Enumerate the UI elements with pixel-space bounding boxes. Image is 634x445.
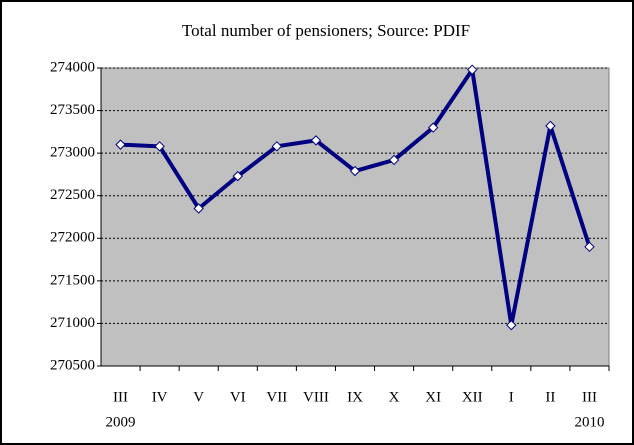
x-tick-label: XII — [462, 389, 483, 405]
y-tick-label: 271000 — [50, 315, 95, 331]
x-tick-label: V — [193, 389, 204, 405]
x-tick-label: XI — [425, 389, 441, 405]
data-point — [388, 154, 400, 166]
data-point — [467, 64, 478, 75]
x-tick-label: VI — [230, 389, 246, 405]
data-point — [545, 120, 556, 132]
x-tick-label: VIII — [303, 389, 329, 405]
year-label: 2009 — [106, 414, 136, 430]
year-label: 2010 — [574, 414, 604, 430]
chart-title: Total number of pensioners; Source: PDIF — [182, 21, 470, 40]
data-point — [310, 135, 322, 146]
data-point — [427, 122, 439, 133]
y-tick-label: 273000 — [50, 145, 95, 161]
data-point — [232, 170, 243, 182]
y-tick-label: 272000 — [50, 230, 95, 246]
x-tick-label: II — [545, 389, 555, 405]
plot-area — [100, 67, 610, 367]
x-tick-label: X — [389, 389, 400, 405]
data-point — [349, 165, 361, 177]
y-tick-label: 271500 — [50, 272, 95, 288]
x-tick-label: III — [113, 389, 128, 405]
x-tick-label: IV — [152, 389, 168, 405]
y-tick-label: 273500 — [50, 102, 95, 118]
data-point — [584, 241, 595, 253]
y-tick-label: 270500 — [50, 357, 95, 373]
data-point — [271, 141, 283, 152]
data-point — [154, 141, 165, 152]
x-tick-label: I — [509, 389, 514, 405]
x-tick-label: VII — [266, 389, 287, 405]
x-tick-label: IX — [347, 389, 363, 405]
y-tick-label: 272500 — [50, 187, 95, 203]
x-tick-label: III — [582, 389, 597, 405]
data-point — [506, 319, 517, 331]
data-point — [193, 203, 204, 214]
y-tick-label: 274000 — [50, 59, 95, 75]
data-point — [115, 139, 126, 150]
